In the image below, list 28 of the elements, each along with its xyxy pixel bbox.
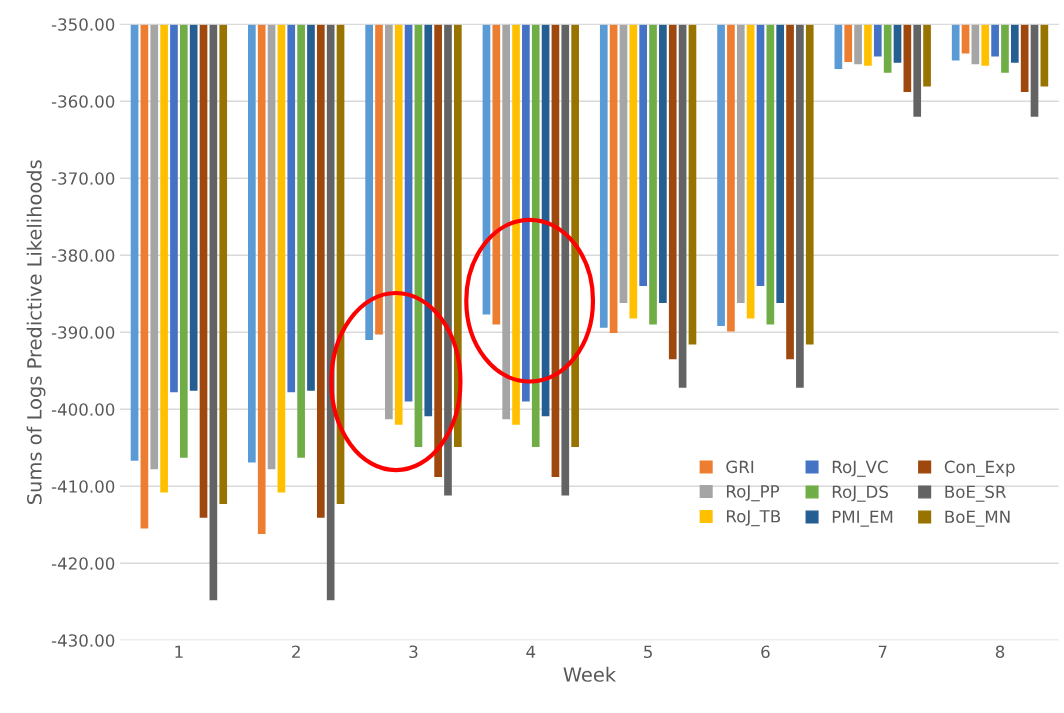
legend-label: Con_Exp — [944, 460, 1015, 477]
x-axis-title: Week — [563, 666, 617, 682]
x-tick-label: 8 — [995, 645, 1005, 659]
x-tick-label: 7 — [878, 645, 887, 658]
y-axis-title: Sums of Logs Predictive Likelihoods — [26, 160, 46, 504]
x-tick-label: 1 — [175, 645, 183, 658]
x-tick-label: 4 — [526, 645, 536, 658]
y-tick-label: -400.00 — [51, 403, 115, 416]
y-tick-label: -420.00 — [51, 557, 115, 570]
y-tick-label: -350.00 — [51, 18, 115, 31]
legend-label: BoE_SR — [945, 485, 1006, 502]
y-tick-label: -430.00 — [51, 634, 115, 647]
legend-label: RoJ_VC — [832, 460, 888, 477]
y-tick-label: -360.00 — [51, 95, 115, 108]
legend-label: RoJ_DS — [832, 485, 888, 502]
legend-label: RoJ_TB — [726, 510, 781, 527]
legend-label: BoE_MN — [945, 510, 1010, 527]
legend-label: PMI_EM — [832, 510, 893, 527]
x-tick-label: 3 — [409, 645, 418, 659]
legend-label: GRI — [726, 460, 754, 474]
legend-label: RoJ_PP — [726, 485, 780, 502]
x-tick-label: 5 — [644, 645, 652, 659]
x-tick-label: 6 — [761, 645, 770, 659]
y-tick-label: -390.00 — [51, 326, 115, 339]
y-tick-label: -370.00 — [51, 172, 115, 185]
y-tick-label: -380.00 — [51, 249, 115, 262]
x-tick-label: 2 — [292, 645, 300, 658]
y-tick-label: -410.00 — [51, 480, 115, 493]
